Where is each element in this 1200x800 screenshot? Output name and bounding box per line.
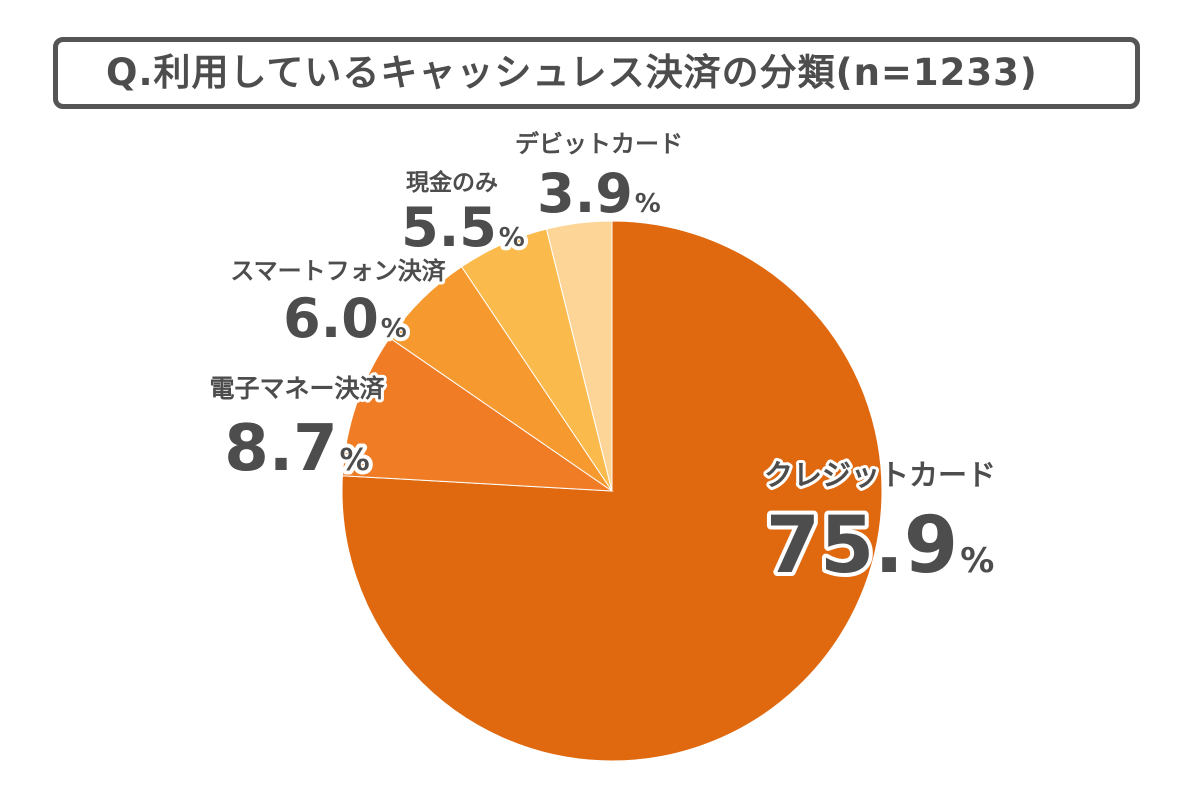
- slice-value-label: 75.9%: [766, 501, 995, 591]
- slice-name-label: デビットカード: [515, 130, 683, 158]
- slice-name-label: スマートフォン決済: [230, 257, 446, 285]
- slice-value-label: 5.5%: [401, 196, 525, 259]
- slice-name-label: クレジットカード: [764, 458, 996, 492]
- pie-slice: [341, 337, 614, 492]
- slice-name-label: 電子マネー決済: [209, 374, 385, 403]
- chart-title: Q.利用しているキャッシュレス決済の分類(n=1233): [106, 51, 1038, 94]
- pie-slice: [545, 220, 613, 492]
- chart-title-box: Q.利用しているキャッシュレス決済の分類(n=1233): [53, 37, 1140, 109]
- pie-slices: [341, 220, 883, 762]
- slice-value-label: 6.0%: [283, 287, 407, 350]
- pie-slice: [341, 220, 883, 762]
- slice-value-label: 8.7%: [224, 412, 369, 486]
- slice-value-label: 3.9%: [537, 162, 661, 225]
- slice-name-label: 現金のみ: [406, 169, 498, 196]
